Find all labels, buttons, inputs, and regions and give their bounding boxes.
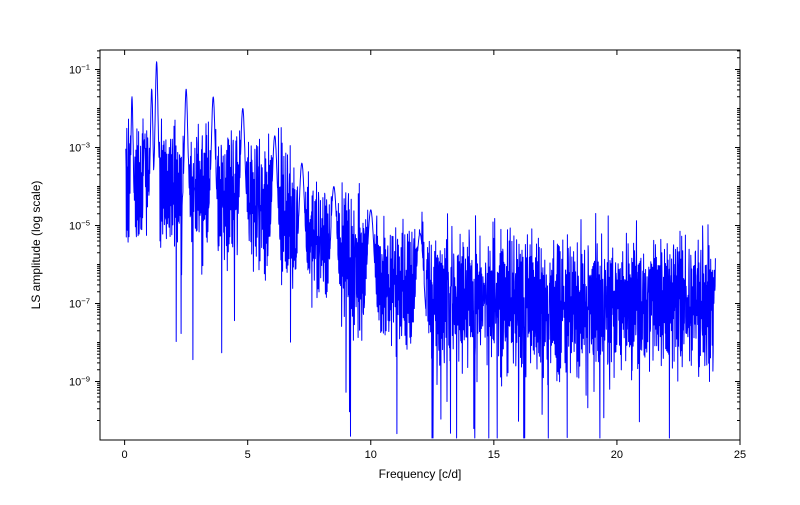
svg-text:0: 0 [122, 449, 128, 461]
periodogram-chart: 0 5 10 15 20 25 Frequency [c/d] 10−9 10−7 10−5 10−… [0, 0, 800, 500]
svg-text:20: 20 [611, 449, 623, 461]
x-axis-label: Frequency [c/d] [379, 467, 462, 481]
svg-text:10−7: 10−7 [69, 296, 90, 311]
svg-text:10−5: 10−5 [69, 218, 90, 233]
chart-container: 0 5 10 15 20 25 Frequency [c/d] 10−9 10−7 10−5 10−… [0, 0, 800, 500]
svg-text:25: 25 [734, 449, 746, 461]
svg-text:10−1: 10−1 [69, 62, 90, 77]
svg-text:5: 5 [245, 449, 251, 461]
spectrum-line [126, 62, 716, 438]
svg-text:10−9: 10−9 [69, 374, 90, 389]
y-axis-label: LS amplitude (log scale) [29, 181, 43, 310]
svg-text:10−3: 10−3 [69, 140, 90, 155]
svg-text:15: 15 [488, 449, 500, 461]
svg-text:10: 10 [365, 449, 377, 461]
